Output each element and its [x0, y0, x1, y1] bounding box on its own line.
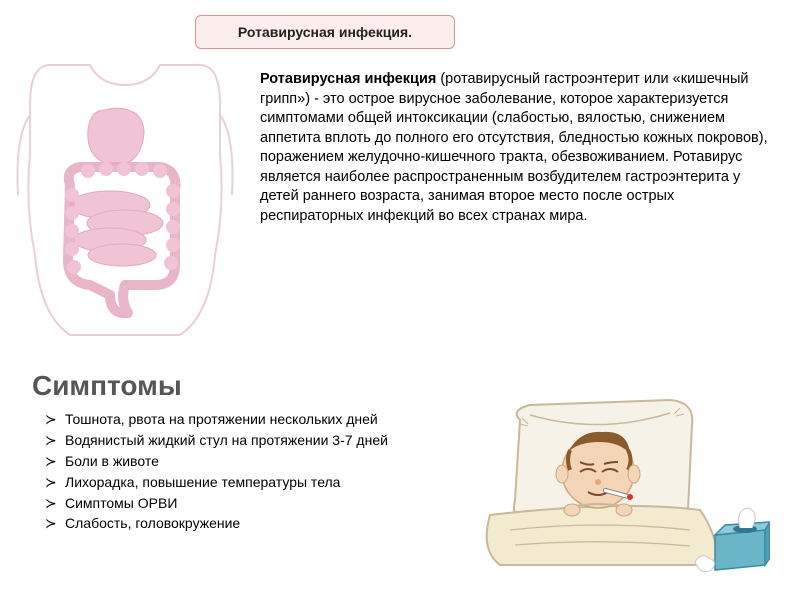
slide-title: Ротавирусная инфекция. — [238, 24, 412, 40]
symptoms-heading: Симптомы — [32, 370, 182, 402]
symptom-item: Слабость, головокружение — [45, 514, 445, 533]
description-body: (ротавирусный гастроэнтерит или «кишечны… — [260, 71, 768, 224]
description-paragraph: Ротавирусная инфекция (ротавирусный гаст… — [260, 70, 780, 227]
symptom-item: Водянистый жидкий стул на протяжении 3-7… — [45, 431, 445, 450]
slide-title-box: Ротавирусная инфекция. — [195, 15, 455, 49]
description-term: Ротавирусная инфекция — [260, 71, 436, 87]
symptoms-list: Тошнота, рвота на протяжении нескольких … — [45, 410, 445, 535]
symptom-item: Боли в животе — [45, 452, 445, 471]
torso-digestive-illustration — [10, 55, 240, 345]
symptom-item: Симптомы ОРВИ — [45, 494, 445, 513]
sick-child-illustration — [470, 380, 770, 580]
symptom-item: Лихорадка, повышение температуры тела — [45, 473, 445, 492]
symptom-item: Тошнота, рвота на протяжении нескольких … — [45, 410, 445, 429]
